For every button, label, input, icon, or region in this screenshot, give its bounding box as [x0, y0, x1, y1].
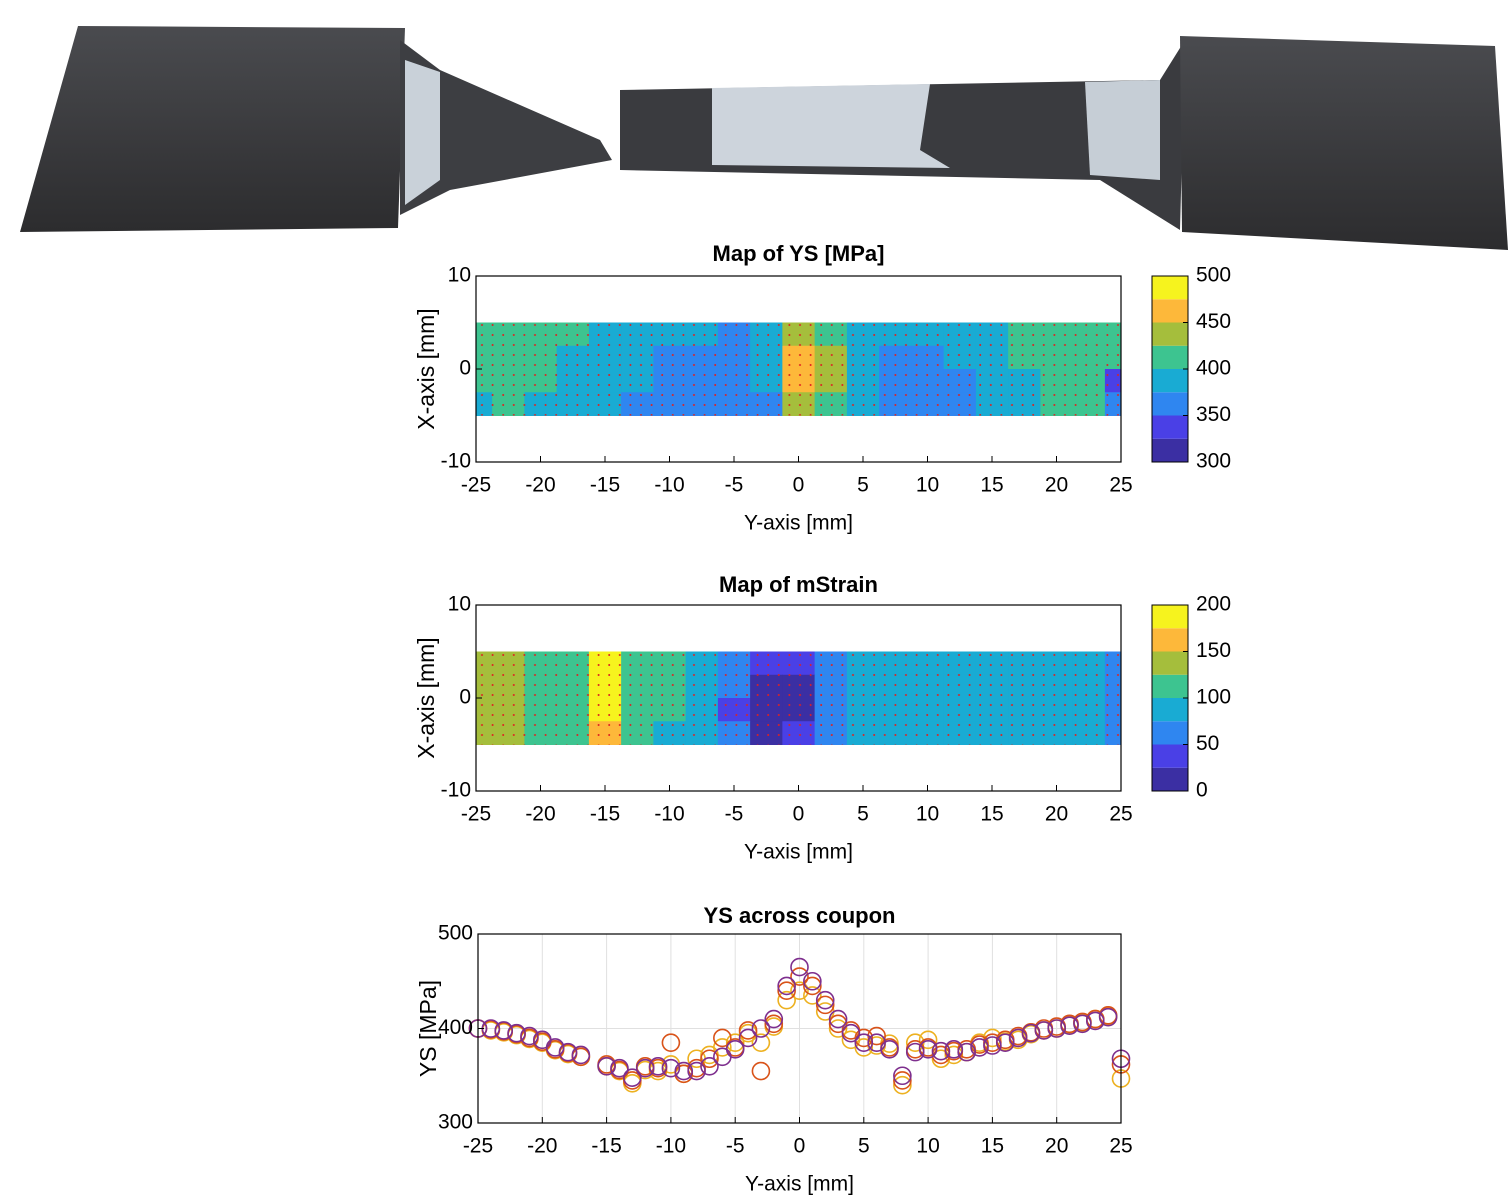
x-tick-label: 0 [793, 474, 805, 497]
colorbar-segment [1152, 768, 1188, 791]
y-axis-label: YS [MPa] [415, 980, 441, 1077]
x-tick-label: -20 [525, 803, 555, 826]
x-tick-label: 25 [1109, 803, 1132, 826]
specimen-photo [20, 26, 1508, 250]
colorbar-segment [1152, 346, 1188, 369]
colorbar-segment [1152, 392, 1188, 415]
x-tick-label: 15 [980, 474, 1003, 497]
scatter-point [894, 1077, 911, 1094]
colorbar-segment [1152, 369, 1188, 392]
colorbar-tick-label: 50 [1196, 732, 1219, 755]
x-tick-label: 0 [793, 803, 805, 826]
colorbar-tick-label: 350 [1196, 403, 1231, 426]
measurement-points [476, 323, 1121, 416]
scatter-point [765, 1011, 782, 1028]
colorbar-segment [1152, 439, 1188, 462]
x-tick-label: 0 [794, 1135, 806, 1158]
y-tick-label: -10 [441, 779, 471, 802]
colorbar-segment [1152, 628, 1188, 651]
page: {"chart_data": [ {"type": "contour", "ti… [0, 0, 1508, 1201]
x-tick-label: 15 [980, 803, 1003, 826]
scatter-point [752, 1063, 769, 1080]
x-tick-label: 20 [1045, 474, 1068, 497]
y-tick-label: 10 [448, 593, 471, 616]
x-tick-label: -5 [725, 474, 744, 497]
x-tick-label: 5 [857, 474, 869, 497]
y-axis-label: X-axis [mm] [413, 637, 439, 758]
colorbar-tick-label: 100 [1196, 686, 1231, 709]
x-tick-label: 20 [1045, 803, 1068, 826]
y-tick-label: 0 [459, 686, 471, 709]
colorbar-segment [1152, 721, 1188, 744]
scatter-point [894, 1072, 911, 1089]
x-tick-label: -25 [461, 474, 491, 497]
x-tick-label: -25 [461, 803, 491, 826]
colorbar-segment [1152, 745, 1188, 768]
y-tick-label: 500 [438, 922, 473, 945]
colorbar-tick-label: 0 [1196, 779, 1208, 802]
measurement-points [476, 652, 1121, 745]
x-tick-label: -10 [654, 803, 684, 826]
colorbar-tick-label: 150 [1196, 639, 1231, 662]
figure: Map of YS [MPa]300350400450500-25-20-15-… [0, 0, 1508, 1196]
colorbar-segment [1152, 323, 1188, 346]
colorbar-segment [1152, 675, 1188, 698]
chart-title: Map of mStrain [719, 572, 878, 597]
colorbar-segment [1152, 276, 1188, 299]
colorbar-segment [1152, 605, 1188, 628]
x-tick-label: -5 [725, 803, 744, 826]
x-tick-label: 25 [1109, 474, 1132, 497]
y-tick-label: -10 [441, 450, 471, 473]
chart-title: YS across coupon [704, 903, 896, 928]
y-tick-label: 10 [448, 264, 471, 287]
scatter-point [714, 1048, 731, 1065]
x-tick-label: 5 [858, 1135, 870, 1158]
scatter-point [830, 1011, 847, 1028]
colorbar-segment [1152, 652, 1188, 675]
y-tick-label: 300 [438, 1111, 473, 1134]
colorbar-tick-label: 400 [1196, 357, 1231, 380]
x-axis-label: Y-axis [mm] [745, 1173, 854, 1196]
x-tick-label: -10 [656, 1135, 686, 1158]
x-tick-label: -15 [590, 803, 620, 826]
chart-title: Map of YS [MPa] [713, 241, 885, 266]
x-tick-label: -15 [591, 1135, 621, 1158]
x-axis-label: Y-axis [mm] [744, 841, 853, 864]
x-tick-label: 5 [857, 803, 869, 826]
x-tick-label: -20 [527, 1135, 557, 1158]
x-tick-label: 10 [916, 474, 939, 497]
colorbar-tick-label: 300 [1196, 450, 1231, 473]
colorbar-tick-label: 500 [1196, 264, 1231, 287]
x-tick-label: 15 [981, 1135, 1004, 1158]
colorbar-tick-label: 450 [1196, 310, 1231, 333]
scatter-point [894, 1067, 911, 1084]
x-tick-label: 10 [916, 803, 939, 826]
y-tick-label: 400 [438, 1016, 473, 1039]
x-tick-label: 25 [1109, 1135, 1132, 1158]
colorbar-segment [1152, 299, 1188, 322]
x-tick-label: -15 [590, 474, 620, 497]
x-tick-label: -20 [525, 474, 555, 497]
colorbar-segment [1152, 416, 1188, 439]
colorbar-segment [1152, 698, 1188, 721]
x-tick-label: -25 [463, 1135, 493, 1158]
x-tick-label: -10 [654, 474, 684, 497]
x-axis-label: Y-axis [mm] [744, 512, 853, 535]
y-tick-label: 0 [459, 357, 471, 380]
contour [460, 323, 1138, 417]
x-tick-label: -5 [726, 1135, 745, 1158]
x-tick-label: 20 [1045, 1135, 1068, 1158]
x-tick-label: 10 [916, 1135, 939, 1158]
scatter-point [778, 982, 795, 999]
y-axis-label: X-axis [mm] [413, 308, 439, 429]
contour [460, 652, 1138, 746]
colorbar-tick-label: 200 [1196, 593, 1231, 616]
